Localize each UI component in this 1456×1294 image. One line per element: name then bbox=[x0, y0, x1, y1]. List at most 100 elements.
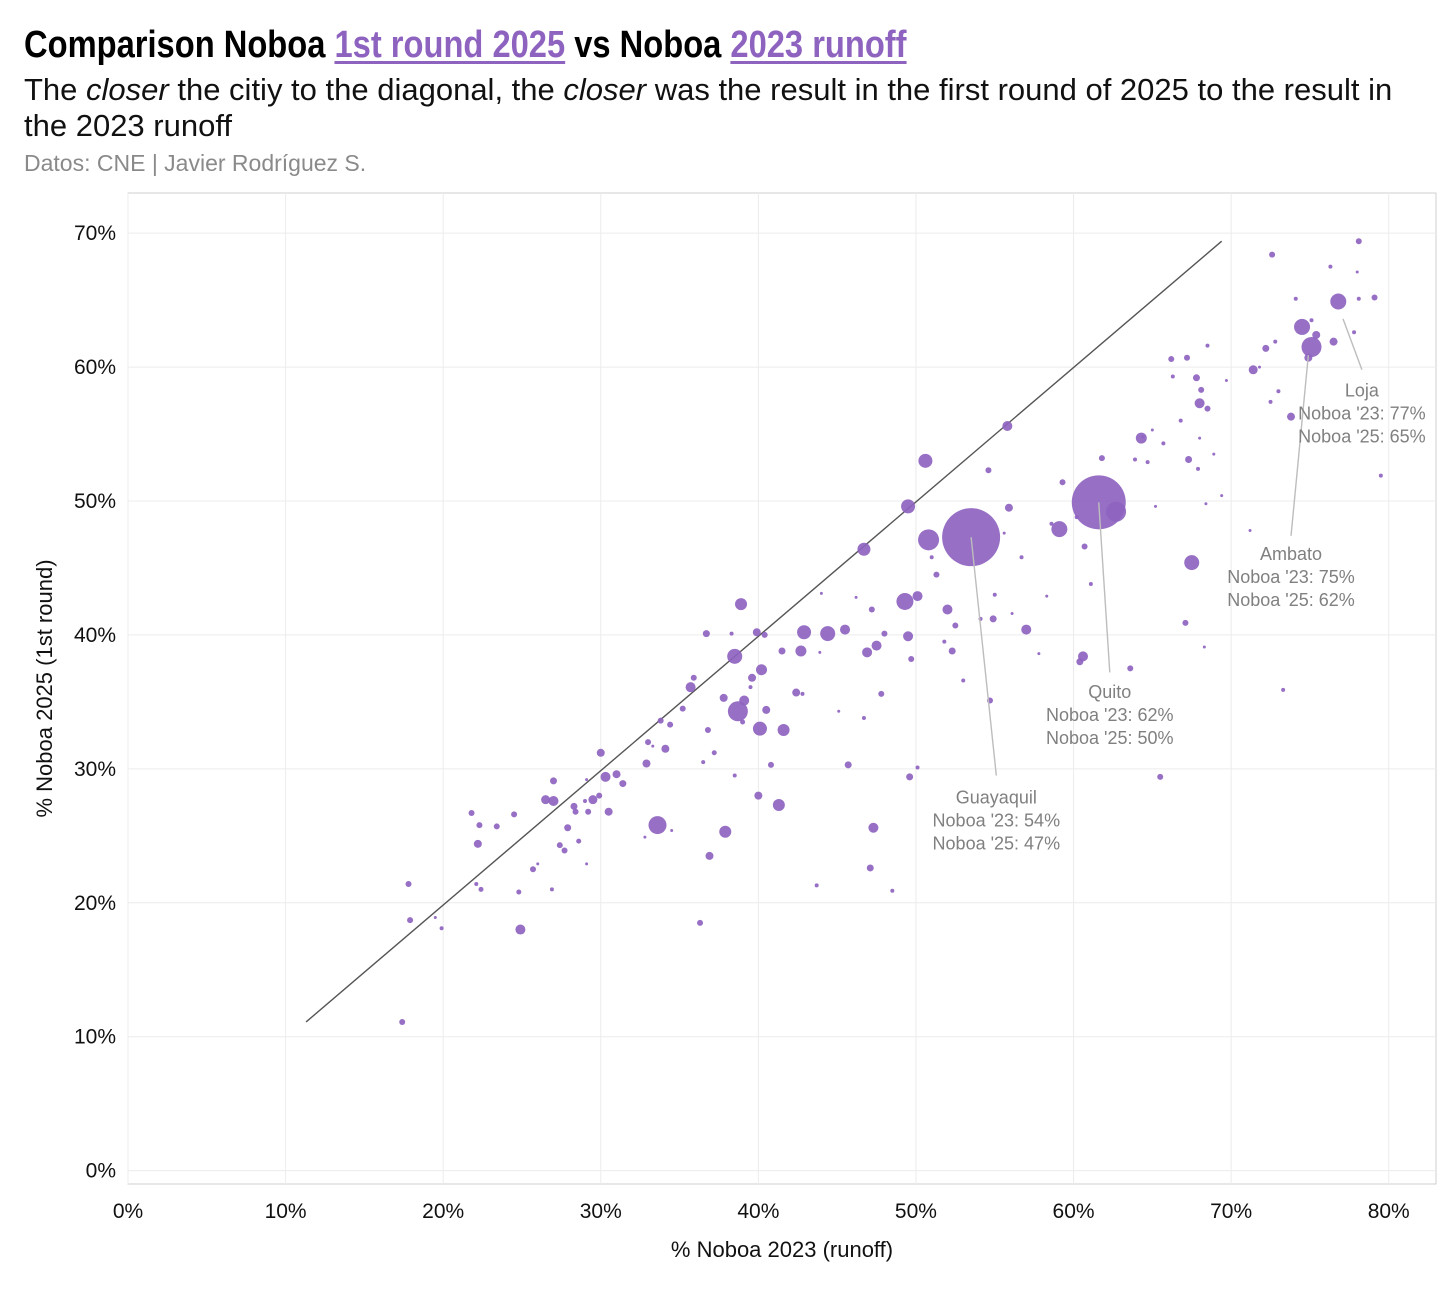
city-point bbox=[727, 648, 743, 664]
city-point bbox=[918, 529, 940, 551]
subtitle-part-1: The bbox=[24, 72, 87, 107]
city-point bbox=[679, 705, 686, 712]
y-tick-label: 70% bbox=[74, 222, 116, 245]
city-point bbox=[1049, 521, 1054, 526]
city-point bbox=[844, 761, 852, 769]
annotation-value: Noboa '23: 62% bbox=[1046, 705, 1174, 725]
city-point bbox=[918, 453, 933, 468]
city-point bbox=[762, 705, 771, 714]
city-point bbox=[405, 881, 412, 888]
city-point bbox=[901, 499, 916, 514]
chart-subtitle: The closer the citiy to the diagonal, th… bbox=[24, 72, 1424, 144]
city-point bbox=[854, 595, 858, 599]
title-highlight-2025: 1st round 2025 bbox=[334, 24, 566, 66]
city-point bbox=[612, 770, 621, 779]
city-point bbox=[912, 591, 923, 602]
title-part-1: Comparison Noboa bbox=[24, 24, 335, 66]
city-point bbox=[1004, 503, 1013, 512]
city-point bbox=[840, 624, 851, 635]
city-point bbox=[1059, 479, 1066, 486]
chart-header: Comparison Noboa 1st round 2025 vs Noboa… bbox=[24, 22, 1434, 177]
city-point bbox=[705, 851, 714, 860]
subtitle-part-3: was the result in the first round of 202… bbox=[24, 72, 1393, 143]
city-point bbox=[585, 808, 592, 815]
city-point bbox=[1330, 293, 1347, 310]
city-point bbox=[748, 685, 753, 690]
annotation-value: Noboa '25: 65% bbox=[1298, 427, 1426, 447]
city-point bbox=[1170, 374, 1175, 379]
city-point bbox=[1051, 521, 1068, 538]
city-annotations: Guayaquil Noboa '23: 54% Noboa '25: 47% Qui… bbox=[933, 318, 1426, 854]
city-point bbox=[761, 631, 768, 638]
city-point bbox=[1262, 344, 1270, 352]
annotation-value: Noboa '25: 47% bbox=[933, 834, 1061, 854]
city-point bbox=[549, 777, 557, 785]
city-point bbox=[548, 795, 559, 806]
annotation-leader bbox=[1098, 502, 1111, 673]
city-point bbox=[732, 773, 737, 778]
city-point bbox=[861, 715, 866, 720]
x-tick-label: 20% bbox=[422, 1200, 464, 1223]
city-point bbox=[820, 626, 836, 642]
city-point bbox=[476, 822, 483, 829]
city-point bbox=[1161, 441, 1166, 446]
city-point bbox=[719, 825, 732, 838]
city-point bbox=[952, 622, 959, 629]
city-point bbox=[1088, 582, 1093, 587]
city-point bbox=[433, 916, 437, 920]
city-point bbox=[1192, 374, 1200, 382]
annotation-city-name: Loja bbox=[1345, 381, 1380, 401]
city-point bbox=[1182, 619, 1189, 626]
city-point bbox=[407, 917, 414, 924]
y-tick-label: 40% bbox=[74, 624, 116, 647]
city-point bbox=[903, 631, 914, 642]
city-point bbox=[690, 674, 697, 681]
city-point bbox=[1150, 428, 1154, 432]
city-point bbox=[651, 744, 655, 748]
subtitle-emphasis-2: closer bbox=[563, 72, 647, 107]
city-point bbox=[814, 883, 819, 888]
annotation-leader bbox=[970, 537, 998, 776]
city-point bbox=[795, 645, 807, 657]
city-point bbox=[600, 771, 611, 782]
city-point bbox=[1178, 418, 1183, 423]
city-point bbox=[515, 924, 526, 935]
city-point bbox=[1204, 502, 1208, 506]
city-point bbox=[1133, 457, 1138, 462]
city-point bbox=[739, 695, 750, 706]
city-point bbox=[556, 842, 563, 849]
city-point bbox=[1202, 645, 1206, 649]
city-point bbox=[661, 744, 670, 753]
city-point bbox=[748, 673, 757, 682]
y-tick-label: 60% bbox=[74, 356, 116, 379]
city-point bbox=[896, 592, 914, 610]
city-point bbox=[1301, 337, 1322, 358]
city-point bbox=[1220, 494, 1224, 498]
city-point bbox=[992, 592, 997, 597]
annotation-city-name: Guayaquil bbox=[956, 788, 1037, 808]
subtitle-part-2: the citiy to the diagonal, the bbox=[168, 72, 564, 107]
plot-panel bbox=[127, 192, 1437, 1185]
city-point bbox=[1352, 330, 1357, 335]
city-point bbox=[1002, 531, 1006, 535]
city-point bbox=[906, 773, 914, 781]
x-tick-label: 60% bbox=[1053, 1200, 1095, 1223]
city-point bbox=[564, 824, 572, 832]
city-point bbox=[868, 606, 875, 613]
city-point bbox=[727, 701, 748, 722]
city-point bbox=[572, 808, 579, 815]
city-point bbox=[1257, 365, 1261, 369]
city-point bbox=[530, 866, 537, 873]
city-point bbox=[704, 727, 711, 734]
city-point bbox=[561, 847, 568, 854]
title-part-2: vs Noboa bbox=[565, 24, 731, 66]
city-point bbox=[1355, 270, 1359, 274]
city-point bbox=[473, 839, 482, 848]
y-tick-label: 30% bbox=[74, 758, 116, 781]
city-point bbox=[1378, 473, 1383, 478]
city-point bbox=[890, 888, 895, 893]
city-point bbox=[667, 721, 674, 728]
city-point bbox=[915, 765, 920, 770]
city-point bbox=[619, 780, 627, 788]
city-point bbox=[657, 717, 664, 724]
